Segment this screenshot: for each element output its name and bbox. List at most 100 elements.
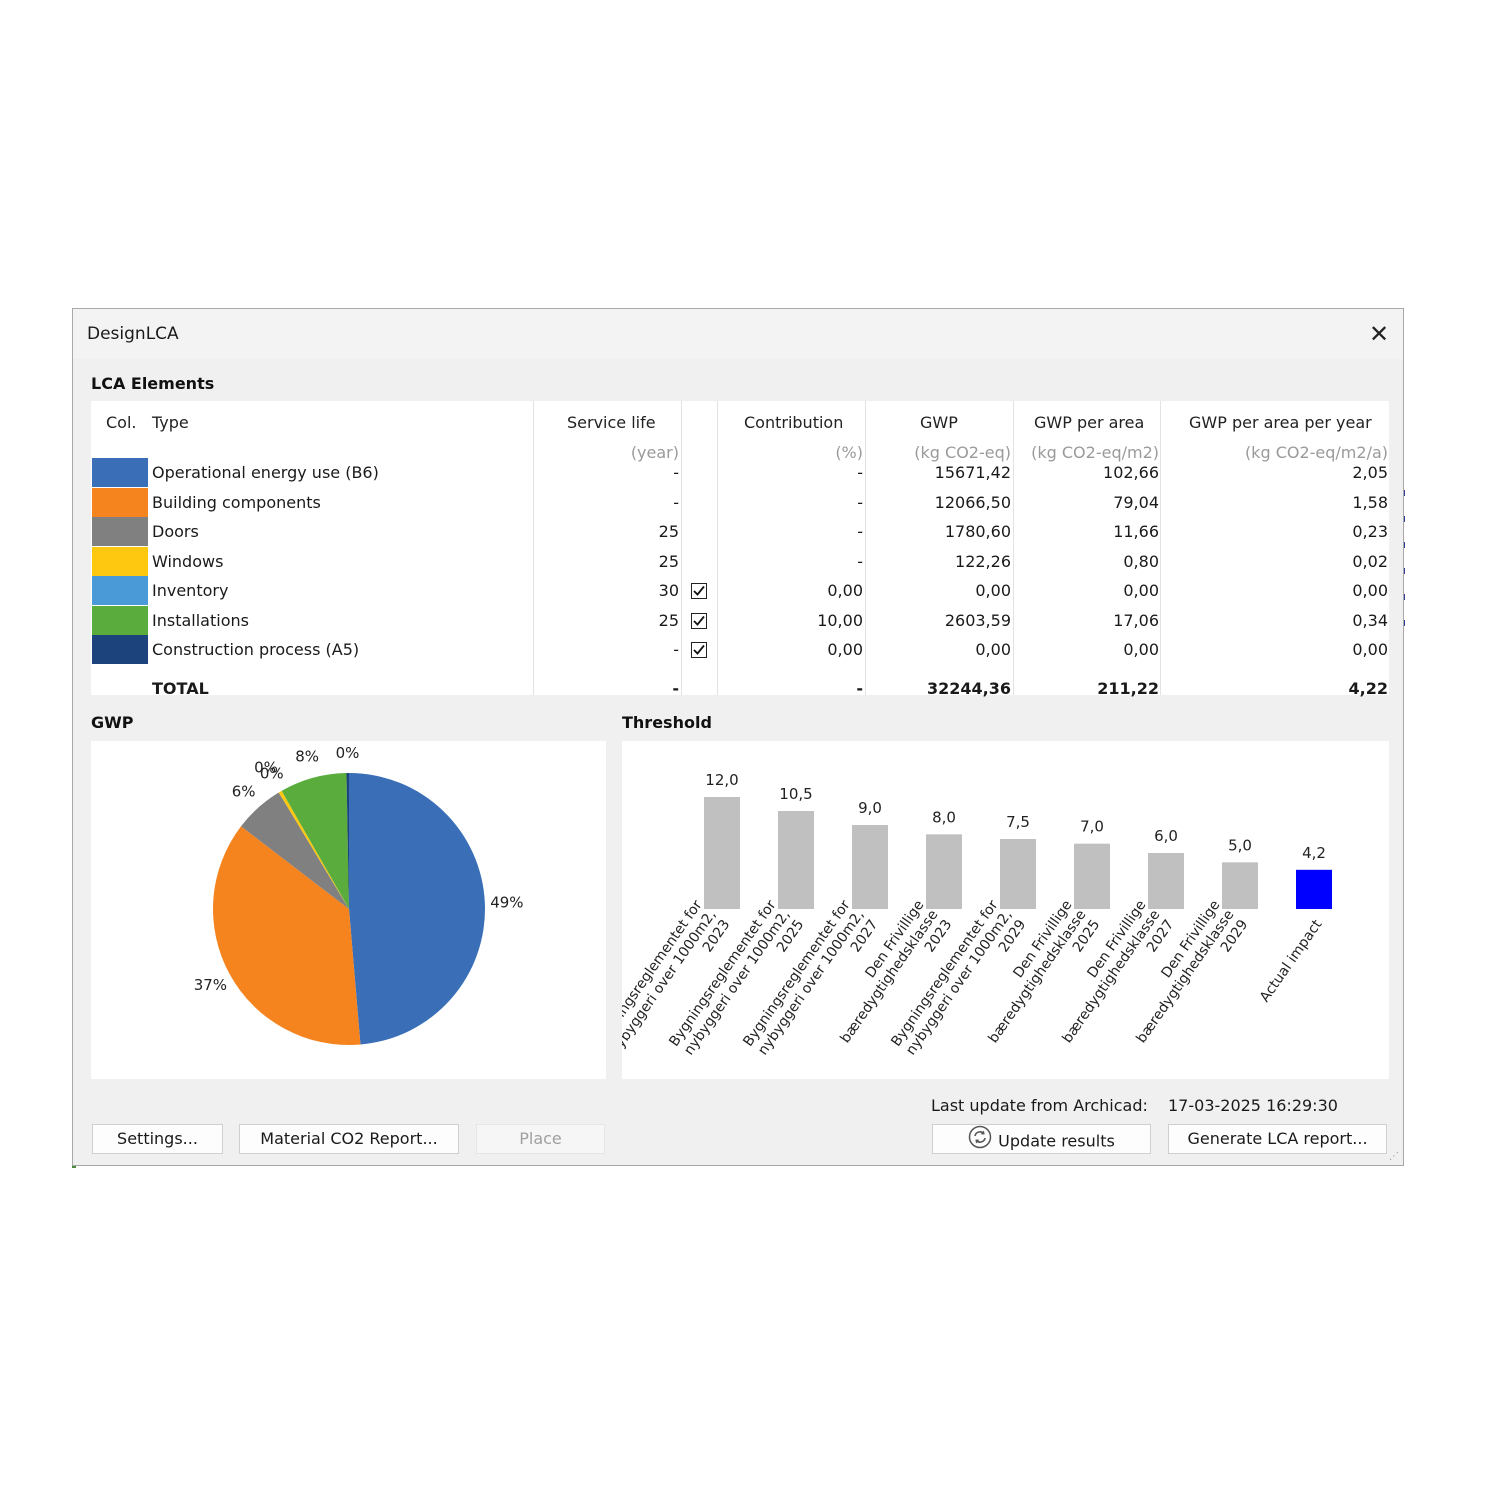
header-gwp-per-area-per-year[interactable]: GWP per area per year [1189,413,1372,432]
row-type: Operational energy use (B6) [152,463,379,482]
row-service-life: 25 [658,522,679,541]
threshold-bar [1000,839,1036,909]
row-gwp-per-area: 102,66 [1103,463,1159,482]
unit-gwp-per-area-per-year: (kg CO2-eq/m2/a) [1244,443,1388,462]
bar-value-label: 9,0 [858,799,882,817]
row-gwp-per-area-per-year: 1,58 [1352,492,1388,512]
include-checkbox[interactable] [691,612,707,629]
include-checkbox[interactable] [691,642,707,658]
close-icon[interactable]: ✕ [1368,320,1390,348]
pie-slice-label: 49% [490,893,523,911]
row-color-swatch[interactable] [92,605,148,635]
row-gwp-per-area: 17,06 [1113,610,1159,630]
place-button[interactable]: Place [476,1124,605,1154]
unit-gwp-per-area: (kg CO2-eq/m2) [1031,443,1159,462]
bar-value-label: 10,5 [779,785,812,803]
row-gwp-per-area: 0,00 [1123,581,1159,600]
material-co2-report-button[interactable]: Material CO2 Report... [239,1124,459,1154]
row-gwp: 0,00 [975,640,1011,659]
gwp-pie-panel: 49% 37% 6% 0% 0% 8% 0% [91,741,606,1079]
pie-slice [213,826,361,1045]
row-color-swatch[interactable] [92,517,148,546]
bar-value-label: 12,0 [705,771,738,789]
row-color-swatch[interactable] [92,576,148,605]
include-checkbox[interactable] [691,583,707,599]
bar-category-label-line: Actual impact [1257,917,1326,1006]
row-service-life: 25 [658,610,679,630]
row-gwp-per-area: 0,00 [1123,640,1159,659]
threshold-bar [1074,843,1110,909]
row-gwp: 1780,60 [944,522,1011,541]
refresh-icon [968,1125,992,1158]
pie-slice-label: 6% [232,782,256,800]
row-contribution: 0,00 [827,581,863,600]
threshold-bar [778,811,814,909]
pie-slice [349,773,486,1045]
gwp-pie-chart: 49%37%6%0%0%8% 0% [194,744,524,1045]
row-service-life: 30 [658,581,679,600]
row-color-swatch[interactable] [92,458,148,487]
pie-slice [281,773,349,909]
header-gwp-per-area[interactable]: GWP per area [1034,413,1145,432]
row-color-swatch[interactable] [92,635,148,664]
row-type: Building components [152,492,321,512]
pie-slice [346,773,349,909]
pie-slice-label: 0% [260,764,284,782]
threshold-bar-panel: 12,0 Bygningsreglementet for nybyggeri ove… [592,741,1389,1079]
row-gwp: 2603,59 [944,610,1011,630]
generate-lca-report-button[interactable]: Generate LCA report... [1168,1124,1387,1154]
unit-gwp: (kg CO2-eq) [914,443,1011,462]
resize-grip-icon[interactable]: ⋰ [1389,1151,1399,1162]
row-color-swatch[interactable] [92,487,148,517]
total-gwp-per-area: 211,22 [1097,679,1159,698]
threshold-bar [1222,862,1258,909]
column-divider [533,401,534,695]
unit-service-life: (year) [630,443,679,462]
row-gwp-per-area-per-year: 0,34 [1352,610,1388,630]
row-gwp-per-area-per-year: 0,02 [1352,551,1388,571]
row-service-life: 25 [658,551,679,571]
row-gwp: 0,00 [975,581,1011,600]
total-gwp: 32244,36 [926,679,1011,698]
last-update-value: 17-03-2025 16:29:30 [1168,1096,1338,1115]
row-type: Windows [152,551,224,571]
unit-contribution: (%) [835,443,863,462]
update-results-button[interactable]: Update results [932,1124,1151,1154]
bar-value-label: 8,0 [932,808,956,826]
threshold-bar [1148,853,1184,909]
header-contribution[interactable]: Contribution [744,413,844,432]
row-contribution: 10,00 [817,610,863,630]
update-results-label: Update results [998,1131,1115,1151]
bar-category-label: Actual impact [1257,917,1326,1006]
total-gwp-per-area-per-year: 4,22 [1348,679,1388,698]
column-divider [681,401,682,695]
header-type[interactable]: Type [152,413,189,432]
row-type: Installations [152,610,249,630]
row-service-life: - [673,640,679,659]
threshold-section-title: Threshold [622,713,712,732]
header-gwp[interactable]: GWP [920,413,958,432]
row-contribution: - [857,463,863,482]
threshold-bar [704,797,740,909]
settings-button[interactable]: Settings... [92,1124,223,1154]
row-contribution: - [857,522,863,541]
gwp-section-title: GWP [91,713,134,732]
title-bar[interactable]: DesignLCA ✕ [73,309,1403,359]
threshold-bar [926,834,962,909]
row-type: Doors [152,522,199,541]
pie-slice-label: 37% [194,976,227,994]
bar-value-label: 7,0 [1080,818,1104,836]
last-update-label: Last update from Archicad: [931,1096,1148,1115]
row-service-life: - [673,492,679,512]
header-col[interactable]: Col. [106,413,137,432]
threshold-bar [1296,869,1332,909]
bar-value-label: 4,2 [1302,844,1326,862]
bar-value-label: 7,5 [1006,813,1030,831]
row-gwp: 15671,42 [934,463,1011,482]
pie-slice-label: 8% [295,748,319,766]
row-gwp-per-area: 11,66 [1113,522,1159,541]
pie-slice-label: 0% [336,744,360,762]
row-color-swatch[interactable] [92,546,148,576]
header-service-life[interactable]: Service life [567,413,656,432]
row-gwp: 12066,50 [934,492,1011,512]
